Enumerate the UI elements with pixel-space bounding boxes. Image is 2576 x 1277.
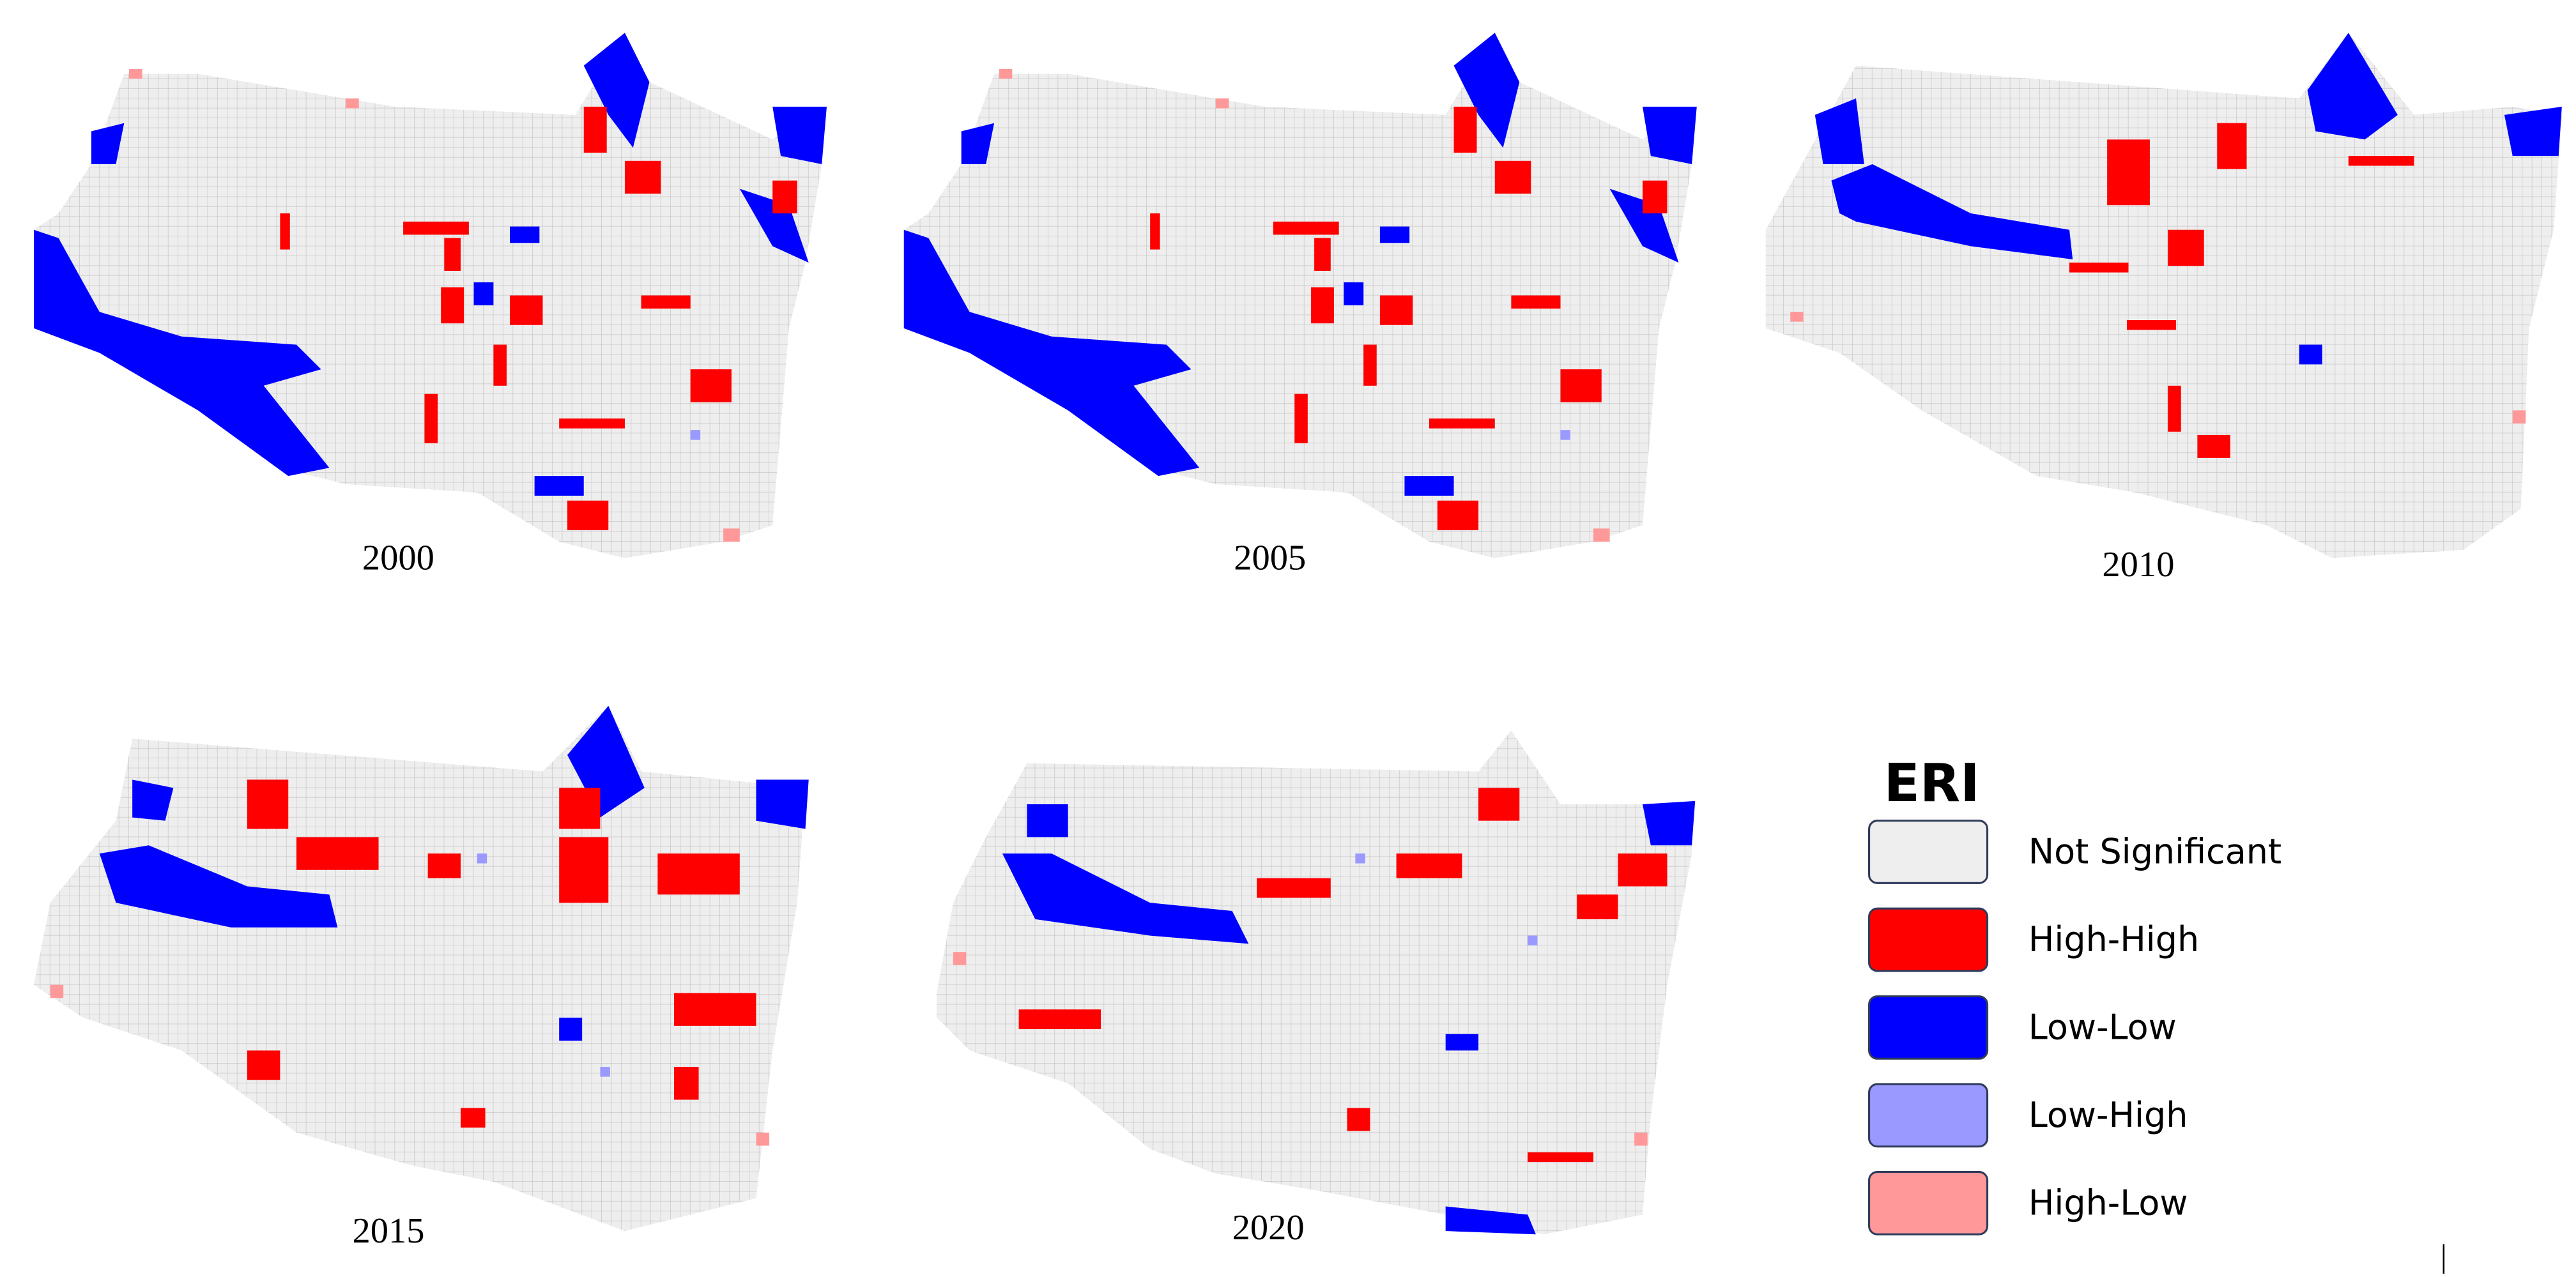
- map-2005: [903, 33, 1697, 558]
- legend-label: High-High: [2028, 919, 2199, 960]
- legend-swatch: [1868, 1083, 1989, 1148]
- map-label: 2020: [1232, 1208, 1305, 1248]
- legend-swatch: [1868, 820, 1989, 884]
- legend-label: Low-High: [2028, 1095, 2188, 1135]
- legend-label: High-Low: [2028, 1182, 2188, 1223]
- map-2020: [937, 730, 1696, 1235]
- legend-title: ERI: [1884, 753, 1980, 814]
- map-2010: [1765, 33, 2562, 558]
- map-2000: [33, 33, 827, 558]
- legend-swatch: [1868, 995, 1989, 1060]
- map-label: 2005: [1234, 539, 1306, 578]
- map-2015: [33, 705, 809, 1232]
- map-label: 2010: [2102, 545, 2174, 585]
- map-label: 2015: [352, 1211, 424, 1251]
- legend-swatch: [1868, 907, 1989, 972]
- legend-label: Not Significant: [2028, 832, 2281, 872]
- map-label: 2000: [362, 539, 434, 578]
- legend-swatch: [1868, 1171, 1989, 1235]
- legend-label: Low-Low: [2028, 1007, 2177, 1047]
